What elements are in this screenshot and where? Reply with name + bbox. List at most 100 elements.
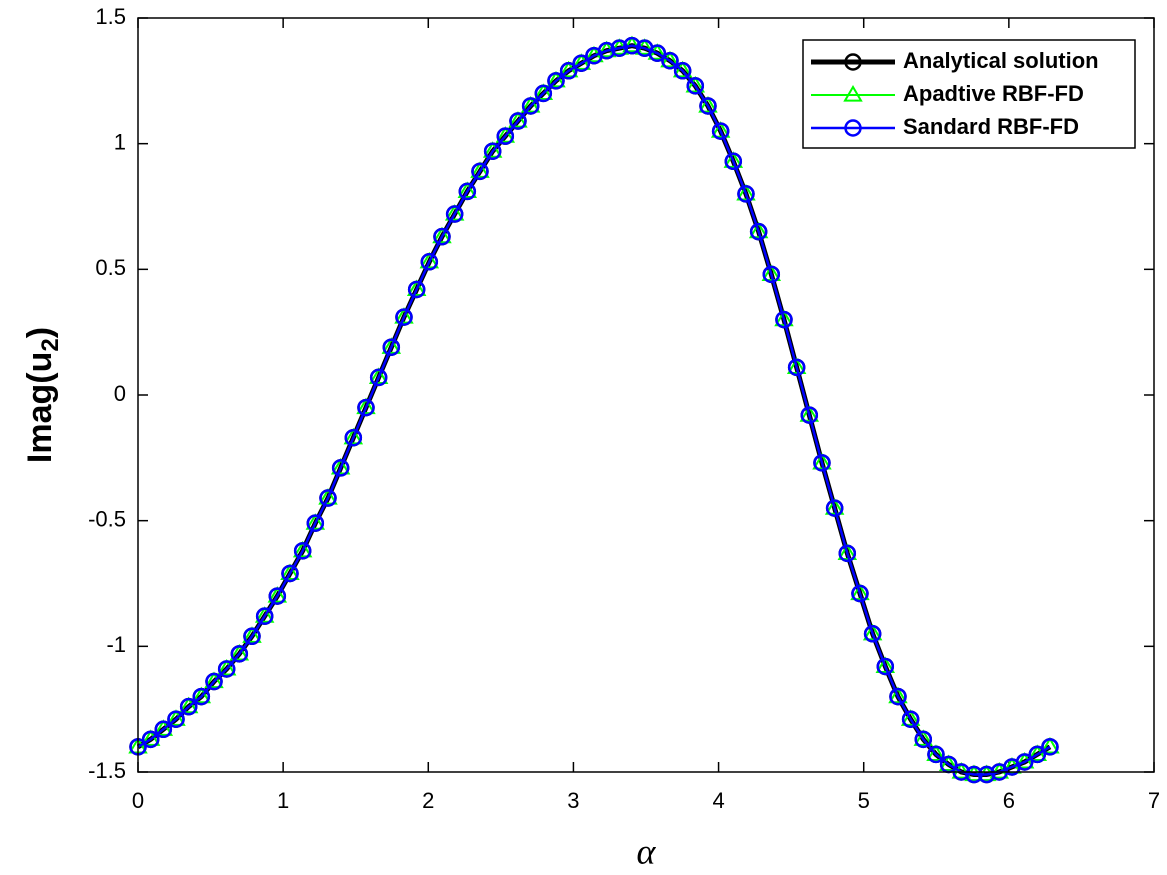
data-point	[369, 368, 388, 387]
data-point	[889, 687, 907, 706]
y-label-close: )	[21, 327, 59, 338]
data-point	[862, 623, 883, 641]
data-point	[799, 405, 820, 422]
y-tick-label: 1	[114, 129, 126, 154]
data-point	[394, 307, 414, 324]
data-point	[851, 584, 869, 603]
data-point	[292, 540, 313, 558]
data-point	[533, 83, 554, 100]
data-point	[775, 310, 793, 329]
data-point	[281, 564, 299, 583]
data-point	[508, 111, 528, 128]
data-point	[419, 251, 440, 269]
data-point	[382, 338, 401, 356]
data-point	[482, 141, 503, 158]
data-point	[534, 84, 553, 103]
data-point	[395, 308, 413, 326]
x-tick-label: 6	[1003, 788, 1015, 813]
y-tick-label: -1	[106, 632, 126, 657]
data-point	[875, 656, 896, 674]
data-point	[786, 357, 807, 374]
data-point	[306, 514, 325, 532]
data-point	[407, 280, 426, 299]
y-label-main: Imag(u	[21, 352, 59, 463]
data-point	[243, 627, 261, 646]
x-tick-label: 0	[132, 788, 144, 813]
data-point	[824, 498, 845, 515]
data-point	[343, 427, 364, 445]
data-point	[141, 730, 160, 749]
y-tick-label: -0.5	[88, 506, 126, 531]
data-point	[178, 696, 199, 714]
data-point	[559, 62, 578, 80]
data-point	[204, 671, 224, 689]
data-point	[230, 645, 249, 663]
data-point	[331, 459, 350, 477]
legend-label: Apadtive RBF-FD	[903, 81, 1084, 106]
data-point	[179, 697, 198, 716]
data-point	[597, 41, 616, 60]
data-point	[216, 658, 237, 676]
x-tick-label: 5	[858, 788, 870, 813]
data-point	[205, 672, 223, 691]
data-point	[622, 35, 642, 53]
data-point	[737, 185, 755, 203]
data-point	[192, 687, 211, 706]
data-point	[977, 765, 996, 784]
data-point	[900, 709, 921, 726]
y-tick-label: -1.5	[88, 758, 126, 783]
data-point	[280, 563, 300, 581]
data-point	[724, 152, 743, 171]
y-tick-label: 0.5	[95, 255, 126, 280]
data-point	[191, 686, 212, 704]
data-point	[267, 586, 288, 603]
data-point	[242, 626, 262, 643]
data-point	[761, 264, 782, 281]
data-point	[1041, 738, 1059, 756]
x-tick-label: 7	[1148, 788, 1160, 813]
data-point	[458, 182, 477, 201]
data-point	[268, 587, 287, 605]
x-tick-label: 4	[712, 788, 724, 813]
data-point	[330, 457, 351, 475]
data-point	[521, 97, 540, 115]
data-point	[762, 265, 781, 284]
data-point	[293, 542, 312, 560]
data-point	[610, 39, 629, 57]
data-point	[344, 428, 363, 447]
data-point	[913, 729, 934, 746]
legend-marker	[844, 119, 862, 137]
data-point	[748, 221, 769, 239]
data-point	[483, 142, 502, 160]
data-point	[305, 513, 326, 530]
data-point	[673, 62, 692, 80]
data-point	[711, 122, 730, 140]
data-point	[888, 686, 908, 704]
data-point	[318, 488, 338, 505]
data-point	[800, 406, 819, 424]
data-point	[672, 60, 693, 78]
data-point	[319, 489, 337, 507]
y-axis-label: Imag(u2)	[21, 327, 64, 463]
data-point	[812, 452, 832, 470]
data-point	[1028, 745, 1047, 764]
data-point	[686, 77, 705, 95]
data-point	[914, 730, 933, 749]
data-point	[699, 97, 717, 115]
data-point	[749, 222, 768, 241]
data-point	[509, 112, 527, 130]
data-point	[876, 657, 895, 676]
data-point	[938, 754, 959, 772]
data-point	[838, 544, 857, 563]
legend-label: Sandard RBF-FD	[903, 114, 1079, 139]
data-point	[406, 279, 427, 297]
data-point	[254, 606, 275, 623]
legend-marker	[844, 53, 862, 71]
data-point	[901, 710, 920, 728]
legend-label: Analytical solution	[903, 48, 1099, 73]
data-point	[433, 227, 451, 246]
data-point	[774, 309, 794, 327]
data-point	[457, 181, 478, 199]
legend-marker	[843, 85, 863, 102]
